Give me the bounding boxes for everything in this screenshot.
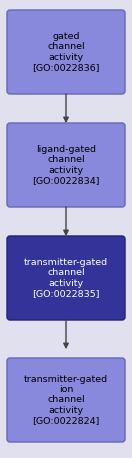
Text: transmitter-gated
channel
activity
[GO:0022835]: transmitter-gated channel activity [GO:0…: [24, 258, 108, 298]
FancyBboxPatch shape: [7, 123, 125, 207]
Text: ligand-gated
channel
activity
[GO:0022834]: ligand-gated channel activity [GO:002283…: [32, 145, 100, 185]
FancyBboxPatch shape: [7, 358, 125, 442]
FancyBboxPatch shape: [7, 236, 125, 320]
Text: gated
channel
activity
[GO:0022836]: gated channel activity [GO:0022836]: [32, 32, 100, 72]
FancyBboxPatch shape: [7, 10, 125, 94]
Text: transmitter-gated
ion
channel
activity
[GO:0022824]: transmitter-gated ion channel activity […: [24, 375, 108, 425]
